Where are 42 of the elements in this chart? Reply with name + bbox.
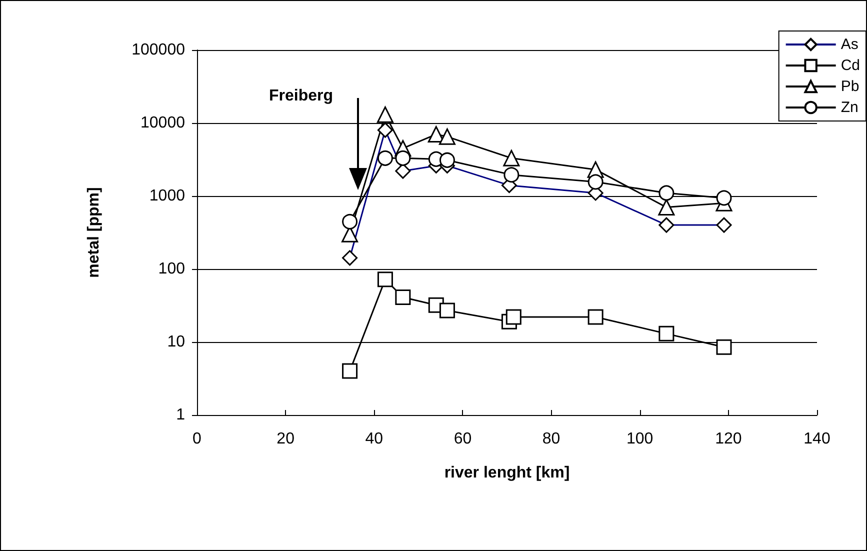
point [716,190,732,206]
point [588,174,604,190]
point [658,326,674,342]
point [588,309,604,325]
y-axis-title: metal [ppm] [86,187,102,278]
point [342,363,358,379]
point [428,126,444,143]
x-tick-label: 100 [626,430,654,448]
y-tick-label: 100000 [132,42,186,58]
x-tick-label: 140 [804,430,830,448]
point [439,302,455,318]
x-tick-label: 60 [454,430,472,448]
y-tick-label: 10 [167,334,186,350]
point [439,152,455,168]
point [395,150,411,166]
legend-label: Cd [840,57,860,74]
x-tick-label: 80 [542,430,560,448]
point [395,290,411,306]
point [503,150,520,166]
annotation: Freiberg [268,88,333,104]
point [377,272,393,288]
x-tick-label: 0 [192,430,202,448]
point [504,167,520,183]
point [342,214,358,230]
x-tick-label: 120 [715,430,742,448]
y-tick-label: 1000 [149,188,186,204]
y-tick-label: 10000 [140,114,186,132]
x-axis-title: river lenght [km] [444,464,570,482]
x-tick-label: 20 [276,430,295,448]
point [506,309,522,325]
y-tick-label: 1 [176,406,186,424]
point [658,199,675,216]
y-tick-label: 100 [158,260,186,278]
point [377,150,393,166]
x-tick-label: 40 [365,430,384,448]
point [438,128,456,145]
legend-label: Zn [840,99,858,116]
legend-label: Pb [840,78,860,95]
point [658,185,674,201]
point [376,106,394,123]
legend-label: As [840,36,858,53]
point [716,339,732,355]
